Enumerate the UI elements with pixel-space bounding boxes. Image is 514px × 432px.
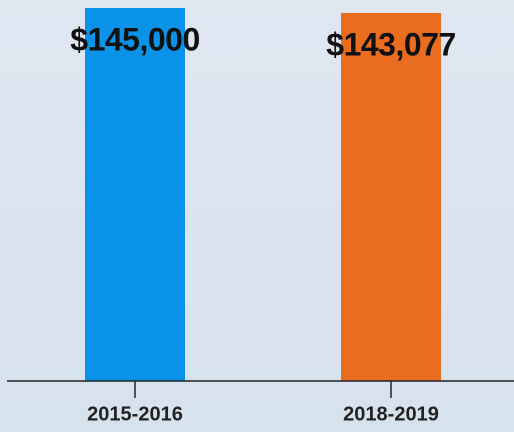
bar [341, 12, 441, 382]
x-tick-label: 2018-2019 [343, 403, 439, 425]
x-tick-label: 2015-2016 [87, 403, 183, 425]
value-label: $143,077 [326, 26, 455, 62]
bar [85, 8, 185, 381]
value-label: $145,000 [70, 21, 199, 57]
